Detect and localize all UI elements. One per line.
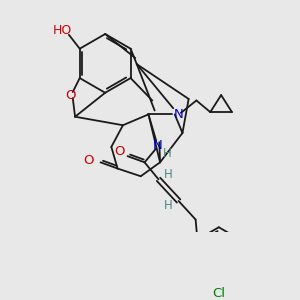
- Text: H: H: [163, 147, 171, 160]
- Text: O: O: [115, 145, 125, 158]
- Text: O: O: [65, 88, 76, 102]
- Text: Cl: Cl: [212, 287, 225, 300]
- Text: HO: HO: [52, 24, 72, 37]
- Text: O: O: [83, 154, 93, 167]
- Text: N: N: [153, 139, 163, 152]
- Text: N: N: [174, 108, 184, 121]
- Text: H: H: [164, 168, 172, 181]
- Text: H: H: [164, 199, 172, 212]
